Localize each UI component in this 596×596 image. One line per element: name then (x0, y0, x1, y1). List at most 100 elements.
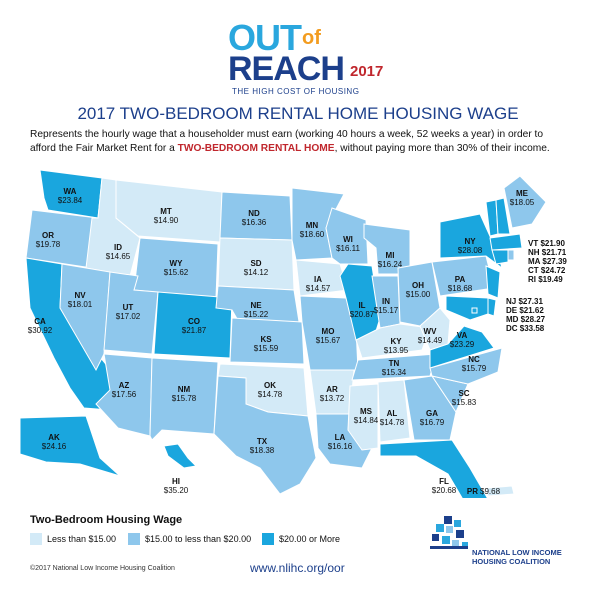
state-label-ok: OK (264, 381, 276, 390)
state-label-in: IN (382, 297, 390, 306)
state-wage-pr: $9.68 (480, 487, 501, 496)
state-nh (495, 197, 511, 235)
state-wage-az: $17.56 (112, 390, 137, 399)
description-highlight: TWO-BEDROOM RENTAL HOME (177, 143, 335, 154)
state-label-va: VA (457, 331, 468, 340)
state-label-mt: MT (160, 207, 172, 216)
state-wage-nm: $15.78 (172, 394, 197, 403)
state-label-wv: WV (424, 327, 438, 336)
state-wage-nd: $16.36 (242, 218, 267, 227)
state-mi (363, 223, 411, 275)
state-label-fl: FL (439, 477, 449, 486)
state-label-az: AZ (119, 381, 130, 390)
state-wage-id: $14.65 (106, 252, 131, 261)
state-shapes (19, 169, 547, 498)
state-wage-tn: $15.34 (382, 368, 407, 377)
state-md (445, 295, 489, 321)
state-ri (507, 249, 515, 261)
state-wage-sc: $15.83 (452, 398, 477, 407)
state-label-ak: AK (48, 433, 60, 442)
state-label-nv: NV (74, 291, 86, 300)
state-wage-wa: $23.84 (58, 196, 83, 205)
legend-label-high: $20.00 or More (279, 534, 341, 544)
legend-swatch-low (30, 533, 42, 545)
state-label-il: IL (358, 301, 365, 310)
state-hi (163, 443, 198, 469)
logo-year: 2017 (350, 63, 384, 80)
state-label-ia: IA (314, 275, 322, 284)
state-wi (325, 207, 369, 265)
legend-swatch-high (262, 533, 274, 545)
state-al (377, 379, 411, 443)
ne-label-vt: VT $21.90 (528, 239, 565, 248)
state-label-me: ME (516, 189, 529, 198)
state-label-or: OR (42, 231, 54, 240)
state-label-ks: KS (260, 335, 272, 344)
state-wage-mt: $14.90 (154, 216, 179, 225)
state-wage-oh: $15.00 (406, 290, 431, 299)
midatl-label-de: DE $21.62 (506, 306, 544, 315)
state-wage-ms: $14.84 (354, 416, 379, 425)
state-label-nd: ND (248, 209, 260, 218)
state-label-ne: NE (250, 301, 262, 310)
state-tx (213, 375, 317, 495)
state-wage-ks: $15.59 (254, 344, 279, 353)
state-label-co: CO (188, 317, 200, 326)
state-de (487, 297, 497, 317)
legend-item-mid: $15.00 to less than $20.00 (128, 533, 251, 545)
nlihc-name-line2: HOUSING COALITION (472, 557, 551, 566)
state-wage-va: $23.29 (450, 340, 475, 349)
state-label-al: AL (387, 409, 398, 418)
legend-title: Two-Bedroom Housing Wage (30, 514, 183, 526)
state-label-mn: MN (306, 221, 319, 230)
legend-label-low: Less than $15.00 (47, 534, 117, 544)
state-nc (429, 347, 503, 385)
state-wage-ga: $16.79 (420, 418, 445, 427)
state-wage-wy: $15.62 (164, 268, 189, 277)
state-label-hi: HI (172, 477, 180, 486)
state-label-ar: AR (326, 385, 338, 394)
state-label-wy: WY (170, 259, 184, 268)
state-wage-mi: $16.24 (378, 260, 403, 269)
state-wage-sd: $14.12 (244, 268, 269, 277)
description-text-2: , without paying more than 30% of their … (334, 143, 550, 154)
description: Represents the hourly wage that a househ… (30, 128, 570, 156)
state-label-ut: UT (123, 303, 134, 312)
midatl-label-nj: NJ $27.31 (506, 297, 543, 306)
state-label-wi: WI (343, 235, 353, 244)
state-wage-co: $21.87 (182, 326, 207, 335)
website-link[interactable]: www.nlihc.org/oor (250, 561, 345, 575)
state-pr (485, 485, 515, 497)
state-label-ca: CA (34, 317, 46, 326)
state-wage-in: $15.17 (374, 306, 399, 315)
state-labels: WA$23.84 OR$19.78 CA$30.92 ID$14.65 NV$18.01… (28, 187, 568, 496)
state-wage-pa: $18.68 (448, 284, 473, 293)
state-wage-me: $18.05 (510, 198, 535, 207)
logo-out: OUT (228, 17, 302, 58)
description-text-1: Represents the hourly wage that a househ… (30, 129, 544, 154)
nlihc-name: NATIONAL LOW INCOME HOUSING COALITION (472, 548, 562, 566)
state-wage-ia: $14.57 (306, 284, 331, 293)
state-wage-fl: $20.68 (432, 486, 457, 495)
logo-subtitle: THE HIGH COST OF HOUSING (232, 87, 360, 96)
state-wv (419, 307, 451, 351)
state-label-pa: PA (455, 275, 466, 284)
state-wage-nv: $18.01 (68, 300, 93, 309)
state-label-ny: NY (464, 237, 476, 246)
state-label-sc: SC (458, 389, 469, 398)
state-me (503, 175, 547, 229)
legend-item-low: Less than $15.00 (30, 533, 116, 545)
state-label-tx: TX (257, 437, 268, 446)
ne-label-ct: CT $24.72 (528, 266, 566, 275)
state-ks (229, 317, 305, 365)
state-label-ga: GA (426, 409, 438, 418)
copyright: ©2017 National Low Income Housing Coalit… (30, 565, 175, 572)
nlihc-logo: NATIONAL LOW INCOME HOUSING COALITION (430, 516, 590, 566)
state-wage-ny: $28.08 (458, 246, 483, 255)
state-label-id: ID (114, 243, 122, 252)
state-wage-ky: $13.95 (384, 346, 409, 355)
state-wage-ak: $24.16 (42, 442, 67, 451)
state-wage-mn: $18.60 (300, 230, 325, 239)
state-label-mi: MI (386, 251, 395, 260)
state-label-ky: KY (390, 337, 402, 346)
